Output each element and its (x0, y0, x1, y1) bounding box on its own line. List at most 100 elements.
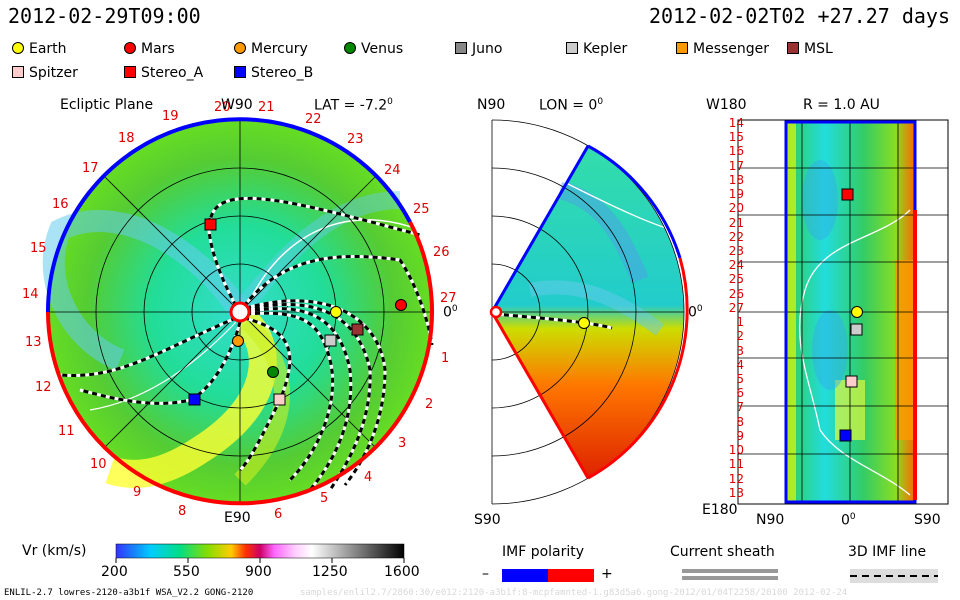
polarity-contour (89, 321, 237, 411)
svg-text:18: 18 (118, 131, 135, 146)
current-sheath-line (682, 569, 778, 573)
svg-text:21: 21 (258, 100, 275, 115)
map-row-label: 16 (728, 144, 744, 159)
map-row-label: 2 (736, 329, 744, 344)
svg-text:3: 3 (398, 436, 406, 451)
mercury-marker-icon (234, 42, 246, 54)
legend-msl: MSL (787, 40, 833, 58)
svg-text:26: 26 (433, 245, 450, 260)
svg-text:16: 16 (52, 197, 69, 212)
legend-juno: Juno (455, 40, 502, 58)
kepler-marker (850, 323, 863, 336)
ecliptic-0deg-label: 00 (443, 304, 458, 321)
kepler-marker (324, 334, 337, 347)
grid-ring (491, 119, 685, 505)
map-row-label: 21 (728, 215, 744, 230)
svg-text:22: 22 (305, 112, 322, 127)
map-row-label: 18 (728, 172, 744, 187)
svg-text:5: 5 (320, 491, 328, 506)
ecliptic-e90-label: E90 (224, 510, 251, 526)
map-row-label: 24 (728, 258, 744, 273)
stereo-a-marker-icon (124, 66, 136, 78)
svg-text:14: 14 (22, 287, 39, 302)
svg-text:9: 9 (133, 485, 141, 500)
svg-text:15: 15 (30, 241, 47, 256)
map-0deg-label: 00 (841, 512, 856, 529)
legend-messenger: Messenger (676, 40, 769, 58)
legend-stereo-a: Stereo_A (124, 64, 203, 82)
stereo-a-marker (841, 188, 854, 201)
svg-text:27: 27 (440, 291, 457, 306)
map-row-label: 4 (736, 357, 744, 372)
map-e180-label: E180 (702, 502, 738, 518)
svg-text:1: 1 (441, 351, 449, 366)
svg-text:20: 20 (214, 100, 231, 115)
polarity-contour (249, 219, 421, 301)
map-row-label: 13 (728, 485, 744, 500)
svg-text:25: 25 (413, 202, 430, 217)
slow-wind-band (528, 280, 665, 336)
colorbar-tick: 200 (101, 564, 128, 580)
map-row-label: 22 (728, 229, 744, 244)
map-row-label: 17 (728, 158, 744, 173)
svg-text:6: 6 (274, 507, 282, 522)
grid-ring (491, 263, 541, 361)
map-row-label: 10 (728, 443, 744, 458)
map-row-label: 15 (728, 130, 744, 145)
imf-positive-swatch (548, 569, 594, 582)
legend-mars: Mars (124, 40, 175, 58)
slow-wind-band (557, 181, 649, 284)
meridional-lon-label: LON = 00 (539, 97, 604, 114)
colorbar-tick: 1600 (384, 564, 420, 580)
map-row-label: 3 (736, 343, 744, 358)
svg-text:10: 10 (90, 457, 107, 472)
current-sheath-title: Current sheath (670, 544, 775, 560)
imf-boundary-positive (46, 221, 434, 506)
svg-text:19: 19 (162, 109, 179, 124)
grid-ring (491, 215, 589, 409)
polarity-contour (559, 179, 673, 231)
stereo-b-marker-icon (234, 66, 246, 78)
earth-marker (578, 317, 590, 329)
legend-earth: Earth (12, 40, 67, 58)
svg-text:24: 24 (384, 163, 401, 178)
colorbar-tick: 900 (245, 564, 272, 580)
imf-boundary-negative (45, 117, 412, 313)
messenger-marker-icon (676, 42, 688, 54)
stereo-a-marker (204, 218, 217, 231)
imf-plus-label: + (601, 566, 613, 582)
stereo-b-marker (188, 393, 201, 406)
map-row-label: 7 (736, 400, 744, 415)
colorbar-label: Vr (km/s) (22, 543, 87, 559)
imf-minus-label: – (482, 566, 489, 582)
map-w180-label: W180 (706, 97, 747, 113)
meridional-0deg-label: 00 (688, 304, 703, 321)
spitzer-marker (273, 393, 286, 406)
colorbar-tick: 550 (173, 564, 200, 580)
mars-marker (395, 299, 407, 311)
svg-text:17: 17 (82, 161, 99, 176)
field-line (494, 312, 613, 330)
msl-marker-icon (787, 42, 799, 54)
slow-wind-band (42, 210, 250, 371)
current-sheath-line (682, 576, 778, 580)
map-row-label: 19 (728, 187, 744, 202)
imf-negative-swatch (502, 569, 548, 582)
svg-text:12: 12 (35, 380, 52, 395)
map-row-label: 11 (728, 457, 744, 472)
imf-boundary-negative (587, 144, 682, 259)
spitzer-marker-icon (12, 66, 24, 78)
spitzer-marker (845, 375, 858, 388)
reference-time: 2012-02-02T02 +27.27 days (648, 4, 950, 28)
msl-marker (351, 323, 364, 336)
ecliptic-title: Ecliptic Plane (60, 97, 154, 113)
map-row-label: 5 (736, 372, 744, 386)
venus-marker (267, 366, 279, 378)
mars-marker-icon (124, 42, 136, 54)
speed-colorbar (115, 543, 405, 559)
legend-stereo-b: Stereo_B (234, 64, 313, 82)
map-row-label: 8 (736, 414, 744, 429)
